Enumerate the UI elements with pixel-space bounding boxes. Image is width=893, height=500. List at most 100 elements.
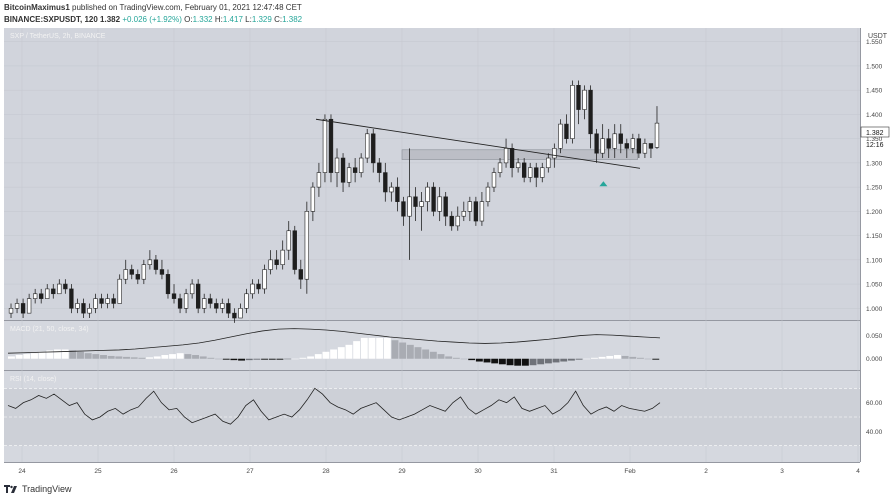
candle-up [268, 259, 273, 270]
candle-down [431, 186, 436, 212]
macd-pane[interactable] [4, 321, 860, 370]
candle-down [449, 215, 454, 227]
macd-histogram-bar [238, 358, 246, 361]
candle-down [274, 259, 279, 265]
candle-down [39, 293, 44, 299]
macd-histogram-bar [399, 342, 407, 359]
macd-histogram-bar [652, 358, 660, 360]
macd-histogram-bar [31, 353, 38, 359]
candle-up [280, 249, 285, 265]
main-pane[interactable] [4, 28, 860, 320]
macd-histogram-bar [84, 353, 92, 359]
macd-histogram-bar [529, 358, 537, 366]
candle-up [654, 122, 660, 148]
candle-up [455, 215, 460, 227]
candle-down [81, 303, 86, 314]
chart-canvas[interactable]: SXP / TetherUS, 2h, BINANCE MACD (21, 50… [0, 28, 893, 480]
price-tick-label: 1.450 [866, 88, 883, 95]
macd-histogram-bar [153, 356, 161, 359]
last-price: 1.382 [100, 15, 121, 24]
macd-histogram-bar [322, 351, 330, 359]
candle-down [588, 89, 593, 135]
candle-down [195, 283, 201, 309]
author-name[interactable]: BitcoinMaximus1 [4, 3, 70, 12]
rsi-axis-labels: 60.00 40.00 [866, 400, 883, 436]
candle-up [546, 157, 551, 169]
time-tick-label: 30 [474, 468, 482, 475]
price-change: +0.026 (+1.92%) [122, 15, 182, 24]
macd-histogram-bar [215, 358, 223, 360]
price-tick-label: 1.550 [866, 39, 883, 46]
candle-down [99, 298, 104, 304]
close-label: C: [274, 15, 283, 24]
tradingview-logo[interactable]: TradingView [4, 484, 72, 494]
price-axis[interactable] [860, 28, 893, 462]
main-pane-legend[interactable]: SXP / TetherUS, 2h, BINANCE [10, 33, 106, 40]
macd-histogram-bar [475, 358, 483, 362]
open-value: 1.332 [192, 15, 213, 24]
candle-up [286, 230, 291, 251]
macd-histogram-bar [498, 358, 506, 365]
candle-up [75, 303, 80, 309]
time-tick-label: Feb [624, 468, 636, 475]
rsi-pane-legend[interactable]: RSI (14, close) [10, 376, 56, 383]
candle-up [461, 211, 466, 217]
candle-up [123, 269, 128, 280]
symbol-line: BINANCE:SXPUSDT, 120 1.382 +0.026 (+1.92… [4, 15, 302, 24]
candle-down [69, 288, 74, 309]
macd-histogram-bar [261, 358, 269, 360]
macd-histogram-bar [621, 355, 629, 359]
macd-histogram-bar [138, 357, 146, 359]
footer: TradingView [0, 480, 893, 500]
candle-down [534, 167, 539, 178]
candle-down [509, 148, 515, 169]
candle-up [582, 89, 587, 110]
macd-tick-label: 0.000 [866, 356, 883, 363]
candle-up [346, 167, 352, 183]
candle-down [636, 138, 642, 154]
time-tick-label: 27 [246, 468, 254, 475]
candle-down [135, 274, 140, 280]
price-axis-labels: 1.550 1.500 1.450 1.400 1.350 1.300 1.250 1.200… [866, 39, 883, 313]
candle-down [377, 162, 382, 173]
candle-up [365, 133, 370, 159]
time-tick-label: 24 [18, 468, 26, 475]
macd-line [7, 328, 661, 354]
time-tick-label: 28 [322, 468, 330, 475]
time-axis-labels: 24 25 26 27 28 29 30 31 Feb 2 3 4 [18, 468, 860, 475]
rsi-tick-label: 40.00 [866, 429, 883, 436]
candle-down [208, 298, 213, 304]
candle-down [624, 143, 629, 149]
low-value: 1.329 [251, 15, 272, 24]
time-axis[interactable] [4, 462, 893, 480]
price-tick-label: 1.500 [866, 63, 883, 70]
macd-histogram-bar [406, 344, 414, 359]
macd-tick-label: 0.050 [866, 333, 883, 340]
macd-histogram-bar [460, 358, 468, 360]
candle-up [310, 186, 316, 212]
time-tick-label: 26 [170, 468, 178, 475]
macd-histogram-bar [353, 341, 361, 359]
publish-header: BitcoinMaximus1 published on TradingView… [0, 0, 893, 28]
macd-histogram-bar [452, 357, 460, 359]
macd-histogram-bar [184, 354, 192, 359]
candle-up [642, 143, 648, 154]
candle-down [473, 201, 479, 222]
macd-histogram-bar [299, 357, 307, 359]
macd-pane-legend[interactable]: MACD (21, 50, close, 34) [10, 326, 89, 333]
candle-down [214, 303, 219, 309]
candle-up [87, 308, 92, 314]
descending-trendline [315, 118, 641, 169]
candle-down [521, 162, 527, 178]
candle-up [32, 293, 38, 299]
candle-up [419, 201, 424, 207]
candle-up [497, 162, 503, 173]
candle-up [437, 196, 442, 212]
macd-histogram-bar [284, 358, 292, 360]
macd-histogram-bar [268, 358, 276, 360]
axis-currency-label: USDT [868, 33, 888, 40]
time-tick-label: 2 [704, 468, 708, 475]
macd-histogram-bar [544, 358, 552, 364]
candle-up [503, 148, 509, 164]
macd-histogram-bar [414, 347, 422, 359]
